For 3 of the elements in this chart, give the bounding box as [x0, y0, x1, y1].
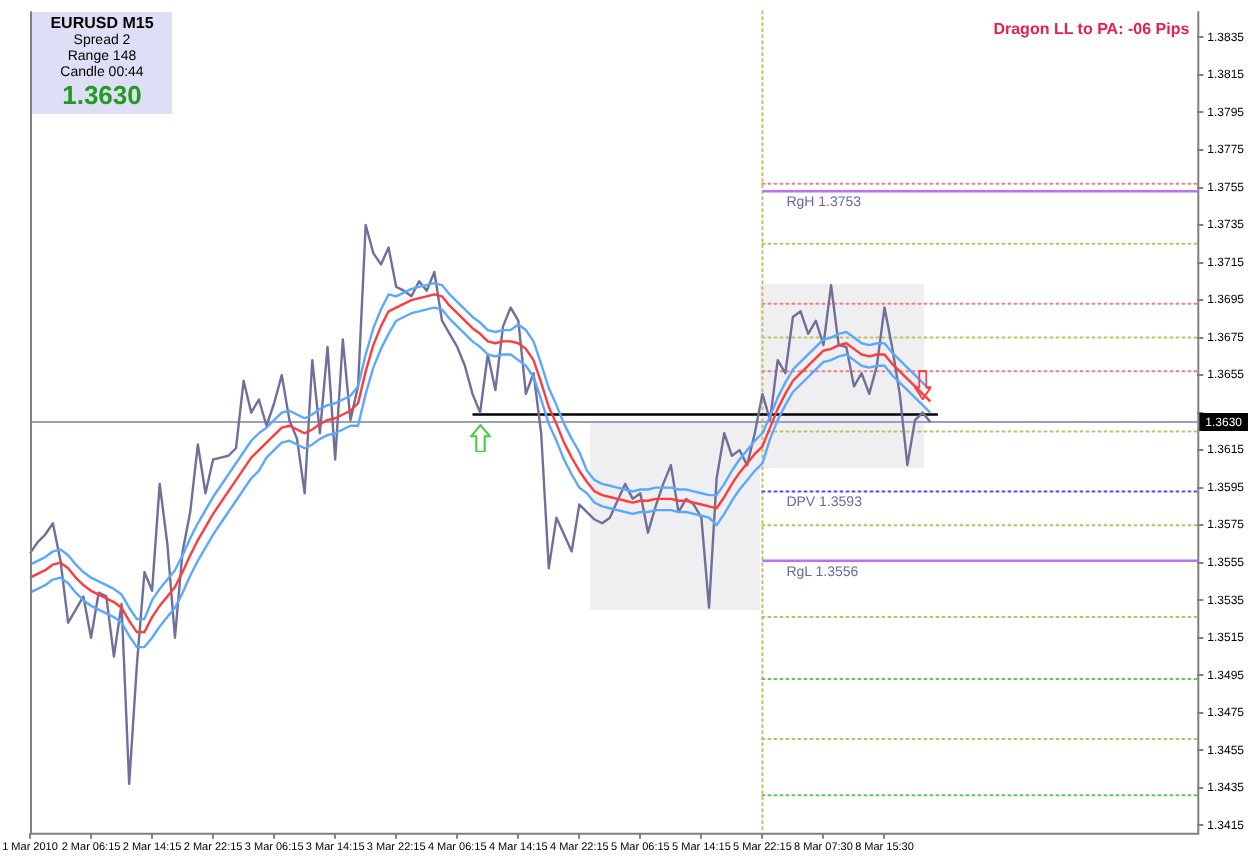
annotation: 1.3630	[60, 79, 144, 110]
text: Dragon LL to PA: -06 Pips	[993, 19, 1190, 38]
chart-title: EURUSD M15	[48, 13, 156, 33]
